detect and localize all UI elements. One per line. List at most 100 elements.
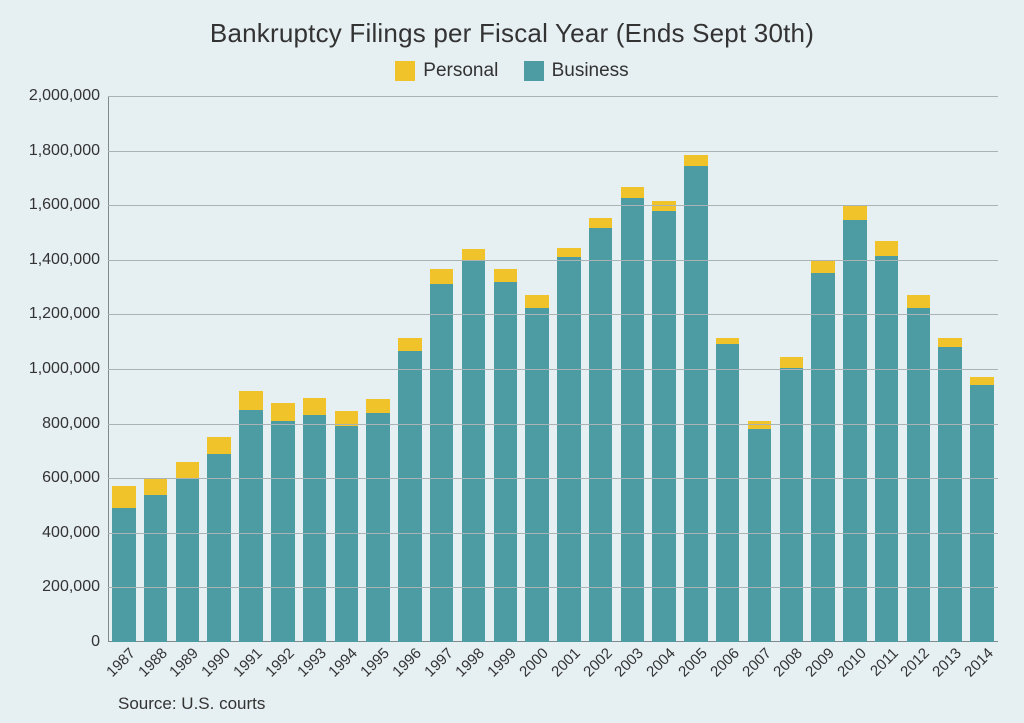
y-tick-label: 1,600,000 <box>29 196 108 214</box>
y-tick-label: 400,000 <box>42 524 108 542</box>
x-tick-label: 2006 <box>707 645 743 681</box>
x-tick-label: 2004 <box>643 645 679 681</box>
bar-segment-personal <box>112 486 136 508</box>
bar-segment-personal <box>398 338 422 352</box>
chart-title: Bankruptcy Filings per Fiscal Year (Ends… <box>0 18 1024 49</box>
bar-segment-personal <box>430 269 454 284</box>
x-tick-label: 2002 <box>580 645 616 681</box>
bar-stack <box>239 391 263 642</box>
x-tick-label: 1997 <box>421 645 457 681</box>
x-tick-label: 1988 <box>135 645 171 681</box>
x-tick-label: 1989 <box>167 645 203 681</box>
bar-segment-business <box>652 211 676 642</box>
x-tick-label: 1990 <box>198 645 234 681</box>
bar-segment-business <box>748 429 772 642</box>
gridline <box>108 260 998 261</box>
bar-stack <box>271 403 295 642</box>
y-tick-label: 1,000,000 <box>29 360 108 378</box>
bar-segment-personal <box>303 398 327 416</box>
legend-label-personal: Personal <box>423 60 498 82</box>
bar-segment-personal <box>207 437 231 453</box>
bar-segment-personal <box>780 357 804 368</box>
bar-segment-personal <box>748 421 772 429</box>
x-tick-label: 1995 <box>357 645 393 681</box>
bar-segment-business <box>843 220 867 642</box>
legend-label-business: Business <box>552 60 629 82</box>
bar-segment-business <box>716 344 740 642</box>
y-tick-label: 1,400,000 <box>29 251 108 269</box>
bar-segment-personal <box>811 260 835 274</box>
bar-stack <box>780 357 804 642</box>
bar-segment-personal <box>716 338 740 345</box>
bar-stack <box>525 295 549 642</box>
bar-segment-business <box>335 426 359 642</box>
x-tick-label: 2011 <box>867 645 902 680</box>
gridline <box>108 369 998 370</box>
bar-segment-personal <box>621 187 645 198</box>
bar-stack <box>430 269 454 642</box>
bar-segment-personal <box>366 399 390 413</box>
legend-swatch-personal <box>395 61 415 81</box>
source-text: Source: U.S. courts <box>118 694 265 714</box>
bar-segment-business <box>684 166 708 642</box>
chart-frame: Bankruptcy Filings per Fiscal Year (Ends… <box>0 0 1024 723</box>
x-tick-label: 1996 <box>389 645 425 681</box>
bar-segment-business <box>239 410 263 642</box>
bar-stack <box>462 249 486 642</box>
x-tick-label: 1998 <box>453 645 489 681</box>
bar-stack <box>748 421 772 642</box>
bar-segment-personal <box>970 377 994 385</box>
bar-segment-personal <box>589 218 613 228</box>
bar-stack <box>684 155 708 642</box>
bar-segment-business <box>144 495 168 642</box>
bar-segment-business <box>907 308 931 642</box>
bar-segment-personal <box>557 248 581 258</box>
bar-segment-business <box>621 198 645 642</box>
x-tick-label: 1992 <box>262 645 298 681</box>
gridline <box>108 424 998 425</box>
gridline <box>108 478 998 479</box>
bar-stack <box>716 338 740 642</box>
gridline <box>108 314 998 315</box>
bar-segment-business <box>398 351 422 642</box>
bar-segment-personal <box>907 295 931 307</box>
x-tick-label: 2005 <box>675 645 711 681</box>
bar-stack <box>557 248 581 642</box>
bar-stack <box>398 338 422 642</box>
bar-segment-business <box>176 478 200 642</box>
x-tick-label: 1994 <box>326 645 362 681</box>
gridline <box>108 533 998 534</box>
gridline <box>108 96 998 97</box>
y-tick-label: 800,000 <box>42 415 108 433</box>
x-tick-label: 1987 <box>103 645 139 681</box>
bar-segment-personal <box>875 241 899 256</box>
bar-stack <box>652 201 676 642</box>
bar-stack <box>366 399 390 642</box>
bar-segment-business <box>207 454 231 642</box>
y-tick-label: 2,000,000 <box>29 87 108 105</box>
bar-segment-personal <box>239 391 263 410</box>
x-tick-label: 2010 <box>834 645 870 681</box>
x-tick-label: 1991 <box>230 645 266 681</box>
bar-segment-business <box>271 421 295 642</box>
bar-stack <box>621 187 645 642</box>
plot-area: 1987198819891990199119921993199419951996… <box>108 96 998 642</box>
x-tick-label: 2007 <box>739 645 775 681</box>
bar-stack <box>207 437 231 642</box>
chart-legend: Personal Business <box>0 60 1024 87</box>
bar-segment-personal <box>525 295 549 307</box>
y-tick-label: 0 <box>91 633 108 651</box>
bar-segment-business <box>462 261 486 642</box>
x-tick-label: 2008 <box>771 645 807 681</box>
bar-stack <box>875 241 899 642</box>
bar-stack <box>335 411 359 642</box>
bar-segment-business <box>938 347 962 642</box>
bar-segment-personal <box>176 462 200 478</box>
y-tick-label: 1,800,000 <box>29 142 108 160</box>
bar-stack <box>811 260 835 642</box>
bar-segment-business <box>112 508 136 642</box>
bar-segment-personal <box>843 205 867 220</box>
x-tick-label: 1993 <box>294 645 330 681</box>
x-tick-label: 2013 <box>929 645 965 681</box>
legend-item-business: Business <box>524 60 629 82</box>
